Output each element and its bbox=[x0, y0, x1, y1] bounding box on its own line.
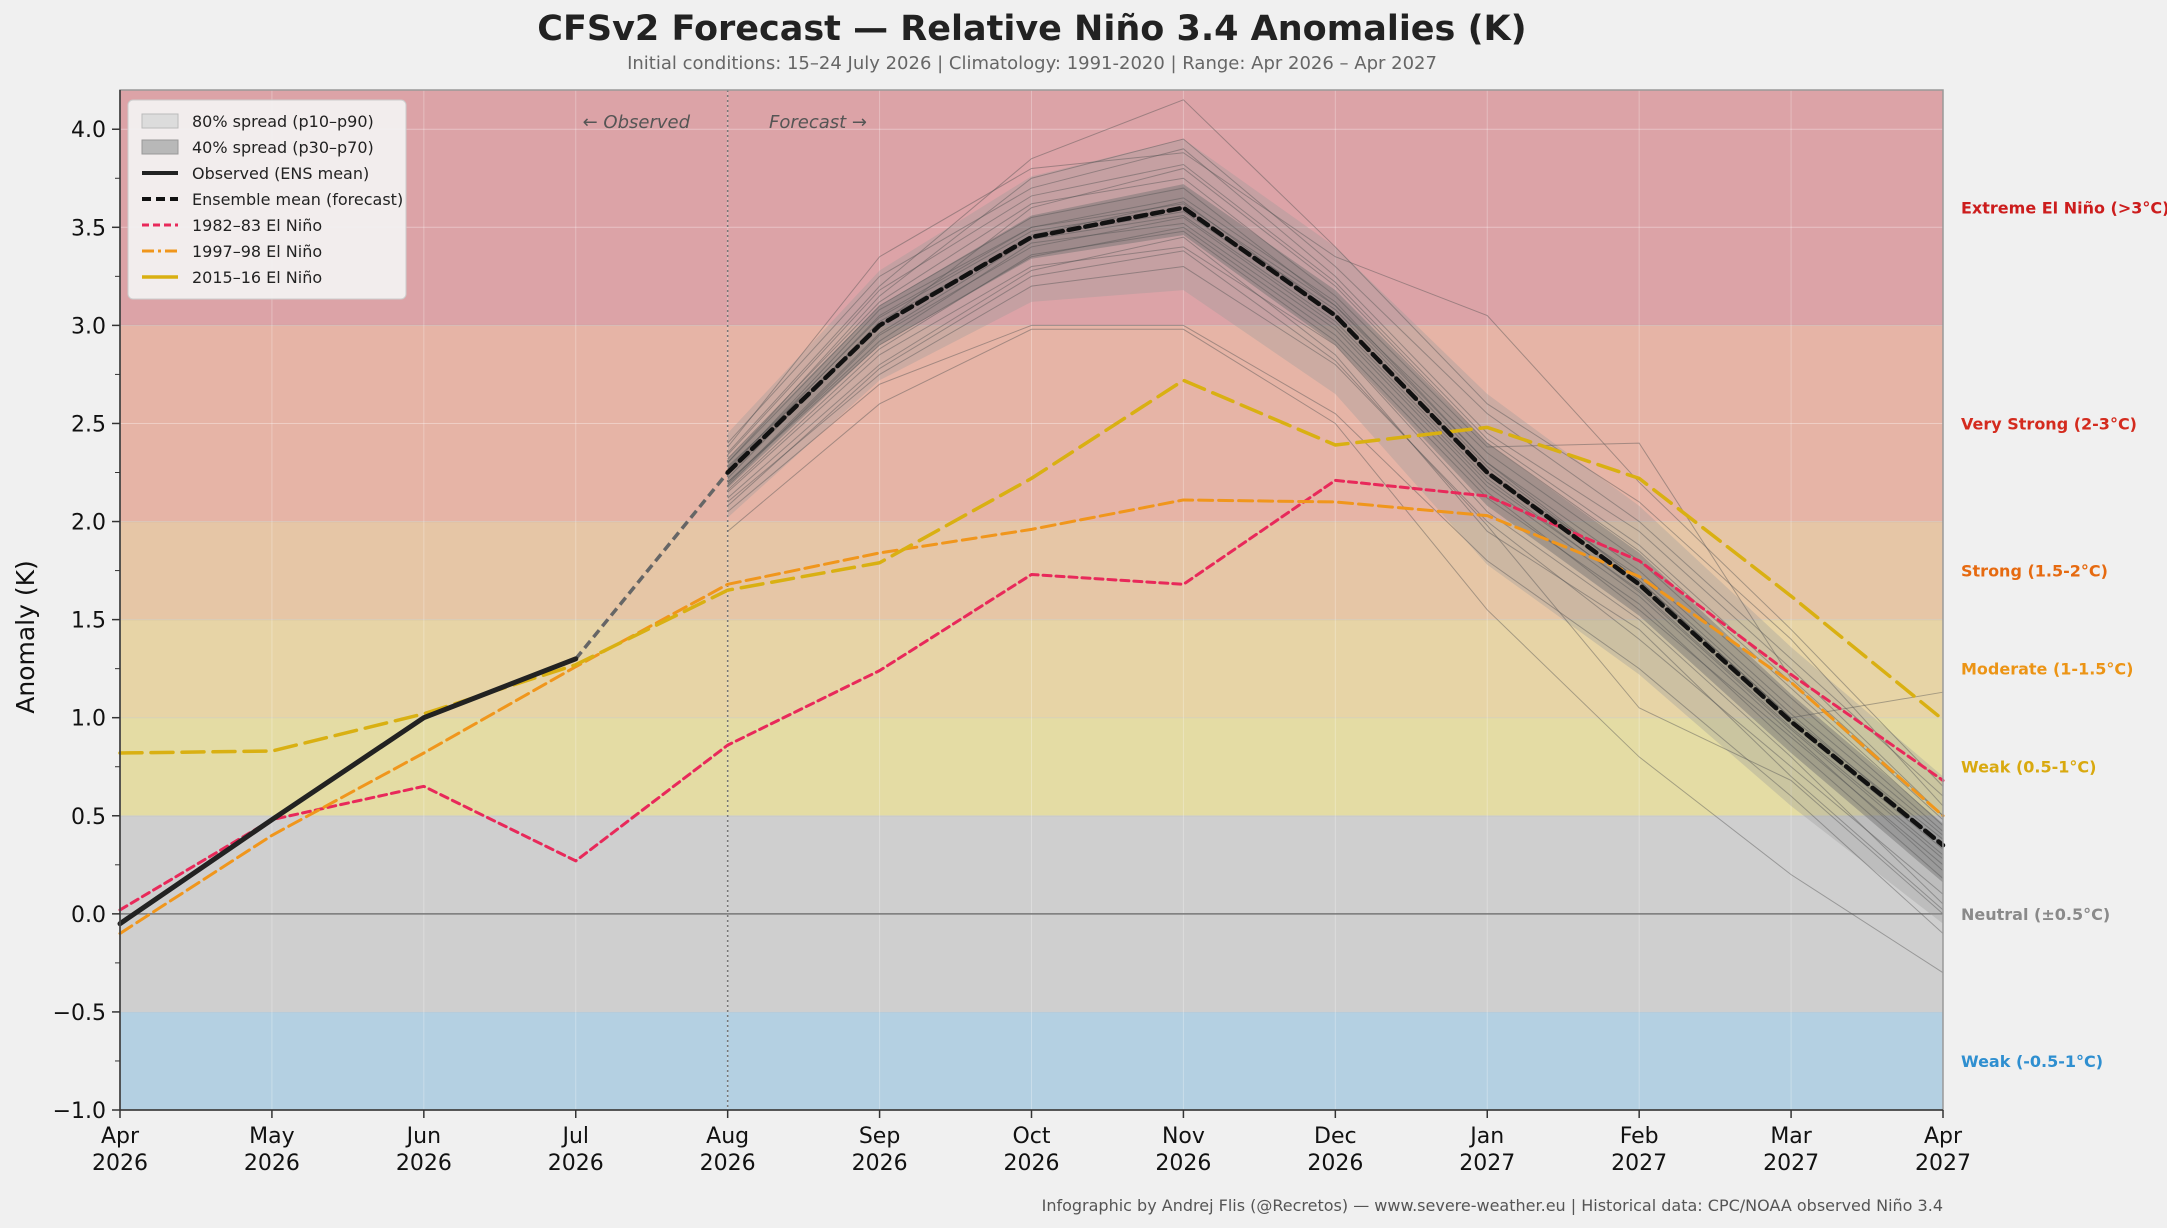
ensemble-member-11 bbox=[727, 328, 1944, 974]
ensemble-member-19 bbox=[727, 207, 1944, 719]
x-tick-year-6: 2026 bbox=[1004, 1151, 1060, 1176]
category-band-4 bbox=[120, 717, 1943, 816]
ensemble-member-21 bbox=[727, 230, 1944, 879]
x-tick-month-2: Jun bbox=[405, 1124, 441, 1149]
ensemble-member-5 bbox=[727, 246, 1944, 905]
y-tick-label-4: 1.0 bbox=[71, 707, 106, 732]
ensemble-member-13 bbox=[727, 236, 1944, 911]
category-label-2: Strong (1.5-2°C) bbox=[1961, 562, 2108, 581]
ensemble-member-2 bbox=[727, 226, 1944, 866]
x-tick-year-12: 2027 bbox=[1915, 1151, 1971, 1176]
category-label-4: Weak (0.5-1°C) bbox=[1961, 758, 2096, 777]
legend-swatch-spread80 bbox=[141, 113, 179, 129]
x-tick-year-3: 2026 bbox=[548, 1151, 604, 1176]
chart-title: CFSv2 Forecast — Relative Niño 3.4 Anoma… bbox=[537, 9, 1526, 49]
category-band-2 bbox=[120, 521, 1943, 620]
ensemble-member-0 bbox=[727, 203, 1944, 840]
y-tick-label-5: 1.5 bbox=[71, 609, 106, 634]
y-tick-label-9: 3.5 bbox=[71, 216, 106, 241]
ensemble-member-4 bbox=[727, 99, 1944, 807]
legend: 80% spread (p10–p90) 40% spread (p30–p70… bbox=[127, 99, 407, 300]
x-tick-year-2: 2026 bbox=[396, 1151, 452, 1176]
x-tick-month-3: Jul bbox=[560, 1124, 589, 1149]
x-tick-year-4: 2026 bbox=[700, 1151, 756, 1176]
x-tick-year-0: 2026 bbox=[92, 1151, 148, 1176]
x-tick-month-8: Dec bbox=[1314, 1124, 1357, 1149]
category-label-1: Very Strong (2-3°C) bbox=[1961, 414, 2137, 433]
x-tick-month-7: Nov bbox=[1162, 1124, 1205, 1149]
ensemble-member-12 bbox=[727, 187, 1944, 832]
footer-credit: Infographic by Andrej Flis (@Recretos) —… bbox=[1042, 1196, 1943, 1215]
x-tick-month-12: Apr bbox=[1924, 1124, 1963, 1149]
ensemble-member-14 bbox=[727, 152, 1944, 787]
observed-annotation: ← Observed bbox=[583, 112, 691, 133]
category-label-3: Moderate (1-1.5°C) bbox=[1961, 660, 2133, 679]
x-tick-year-11: 2027 bbox=[1763, 1151, 1819, 1176]
x-tick-month-5: Sep bbox=[859, 1124, 900, 1149]
forecast-annotation: Forecast → bbox=[769, 112, 867, 133]
ensemble-member-3 bbox=[727, 266, 1944, 895]
x-tick-month-4: Aug bbox=[706, 1124, 749, 1149]
x-tick-month-11: Mar bbox=[1770, 1124, 1812, 1149]
ensemble-member-23 bbox=[727, 215, 1944, 860]
legend-label-ensemble: Ensemble mean (forecast) bbox=[192, 190, 403, 209]
category-label-6: Weak (-0.5-1°C) bbox=[1961, 1052, 2103, 1071]
y-tick-label-6: 2.0 bbox=[71, 511, 106, 536]
observed-forecast-bridge bbox=[574, 471, 730, 660]
ensemble-member-9 bbox=[727, 216, 1944, 856]
x-tick-month-10: Feb bbox=[1620, 1124, 1659, 1149]
ensemble-member-15 bbox=[727, 197, 1944, 836]
x-tick-year-5: 2026 bbox=[852, 1151, 908, 1176]
ensemble-member-7 bbox=[727, 324, 1944, 934]
legend-swatch-spread40 bbox=[141, 139, 179, 155]
category-label-0: Extreme El Niño (>3°C) bbox=[1961, 199, 2167, 218]
category-band-6 bbox=[120, 1011, 1943, 1110]
x-tick-year-10: 2027 bbox=[1611, 1151, 1667, 1176]
x-tick-year-8: 2026 bbox=[1307, 1151, 1363, 1176]
legend-label-2015: 2015–16 El Niño bbox=[192, 268, 322, 287]
x-tick-month-6: Oct bbox=[1012, 1124, 1050, 1149]
x-tick-month-0: Apr bbox=[101, 1124, 140, 1149]
y-tick-label-3: 0.5 bbox=[71, 805, 106, 830]
ensemble-member-16 bbox=[727, 222, 1944, 872]
ensemble-member-6 bbox=[727, 167, 1944, 826]
series-observed-line bbox=[117, 656, 579, 927]
series-ensemble-mean-line bbox=[725, 205, 1946, 848]
spread-40-band bbox=[727, 184, 1943, 883]
ensemble-member-17 bbox=[727, 177, 1944, 817]
y-tick-label-0: −1.0 bbox=[53, 1099, 106, 1124]
legend-label-1982: 1982–83 El Niño bbox=[192, 216, 322, 235]
category-band-0 bbox=[120, 90, 1943, 326]
x-tick-month-1: May bbox=[249, 1124, 294, 1149]
x-tick-year-7: 2026 bbox=[1155, 1151, 1211, 1176]
y-axis-label: Anomaly (K) bbox=[11, 560, 40, 714]
category-label-5: Neutral (±0.5°C) bbox=[1961, 905, 2110, 924]
x-tick-month-9: Jan bbox=[1468, 1124, 1504, 1149]
x-tick-year-9: 2027 bbox=[1459, 1151, 1515, 1176]
y-tick-label-8: 3.0 bbox=[71, 314, 106, 339]
y-tick-label-7: 2.5 bbox=[71, 412, 106, 437]
chart-subtitle: Initial conditions: 15–24 July 2026 | Cl… bbox=[627, 53, 1437, 74]
legend-label-observed: Observed (ENS mean) bbox=[192, 164, 369, 183]
legend-label-spread40: 40% spread (p30–p70) bbox=[192, 138, 374, 157]
y-tick-label-10: 4.0 bbox=[71, 118, 106, 143]
spread-80-band bbox=[727, 139, 1943, 924]
legend-frame bbox=[127, 99, 407, 300]
y-tick-label-1: −0.5 bbox=[53, 1001, 106, 1026]
category-band-1 bbox=[120, 325, 1943, 522]
legend-label-spread80: 80% spread (p10–p90) bbox=[192, 112, 374, 131]
x-tick-year-1: 2026 bbox=[244, 1151, 300, 1176]
ensemble-member-8 bbox=[727, 148, 1944, 817]
ensemble-member-1 bbox=[727, 138, 1944, 797]
category-band-3 bbox=[120, 619, 1943, 718]
legend-label-1997: 1997–98 El Niño bbox=[192, 242, 322, 261]
y-tick-label-2: 0.0 bbox=[71, 903, 106, 928]
ensemble-member-18 bbox=[727, 250, 1944, 915]
